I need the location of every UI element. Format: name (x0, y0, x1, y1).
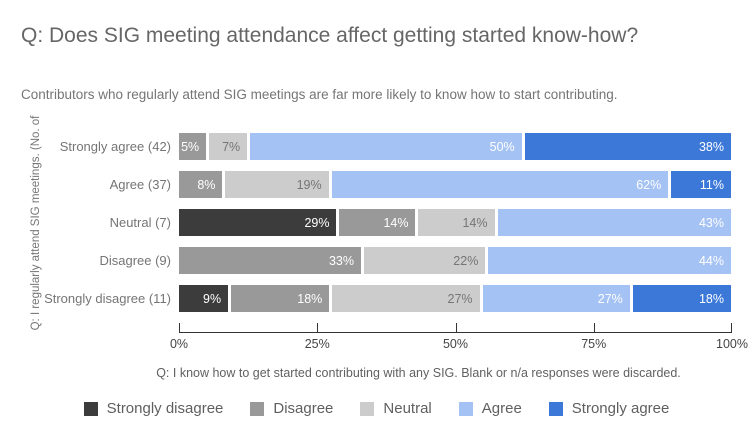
bar-row: Disagree (9) 33% 22% 44% (0, 247, 753, 274)
legend-label: Disagree (273, 400, 334, 417)
bar-segment-neutral: 14% (418, 209, 495, 236)
bar-segment-agree: 44% (488, 247, 731, 274)
segment-value-label: 11% (699, 177, 724, 192)
x-axis-tick-label: 75% (581, 337, 607, 351)
bar-segment-neutral: 19% (225, 171, 329, 198)
bar-segment-neutral: 27% (332, 285, 480, 312)
row-label: Agree (37) (109, 177, 171, 192)
segment-value-label: 50% (489, 139, 515, 154)
bar-segment-agree: 62% (331, 171, 669, 198)
segment-value-label: 27% (597, 291, 623, 306)
bar-segment-agree: 27% (482, 285, 630, 312)
segment-value-label: 38% (698, 139, 725, 154)
segment-value-label: 8% (197, 177, 216, 192)
segment-value-label: 62% (636, 177, 662, 192)
x-axis-line (179, 323, 732, 333)
bar-segments: 5% 7% 50% 38% (179, 133, 732, 160)
segment-value-label: 19% (296, 177, 322, 192)
segment-value-label: 29% (304, 215, 330, 230)
x-axis-tick-mark (317, 323, 319, 332)
segment-value-label: 14% (462, 215, 488, 230)
legend-item-strongly-agree: Strongly agree (548, 400, 670, 417)
bar-row: Strongly agree (42) 5% 7% 50% 38% (0, 133, 753, 160)
segment-value-label: 22% (453, 253, 479, 268)
bar-segment-disagree: 33% (179, 247, 361, 274)
bar-segment-strongly-agree: 11% (671, 171, 731, 198)
bar-segments: 33% 22% 44% (179, 247, 731, 274)
bar-segment-disagree: 8% (179, 171, 223, 198)
row-label: Strongly disagree (11) (44, 291, 171, 306)
legend-swatch-icon (458, 401, 473, 416)
legend-swatch-icon (360, 401, 375, 416)
segment-value-label: 9% (203, 291, 222, 306)
legend-swatch-icon (83, 401, 98, 416)
legend-item-disagree: Disagree (250, 400, 333, 417)
legend-item-strongly-disagree: Strongly disagree (83, 400, 224, 417)
bar-segments: 29% 14% 14% 43% (179, 209, 731, 236)
bar-row: Agree (37) 8% 19% 62% 11% (0, 171, 753, 198)
legend-label: Strongly agree (571, 400, 670, 417)
bar-segments: 9% 18% 27% 27% 18% (179, 285, 731, 312)
chart-footnote: Q: I know how to get started contributin… (156, 366, 681, 380)
legend-swatch-icon (548, 401, 563, 416)
row-label: Neutral (7) (109, 215, 171, 230)
bar-rows: Strongly agree (42) 5% 7% 50% 38% Agree (37) 8… (0, 133, 753, 312)
x-axis-tick-label: 100% (716, 337, 748, 351)
bar-segment-strongly-agree: 38% (524, 133, 732, 160)
bar-row: Strongly disagree (11) 9% 18% 27% 27% 18% (0, 285, 753, 312)
bar-segment-agree: 50% (250, 133, 522, 160)
bar-segment-strongly-agree: 18% (632, 285, 731, 312)
bar-segment-disagree: 18% (231, 285, 330, 312)
bar-segment-neutral: 7% (209, 133, 248, 160)
x-axis-tick-labels: 0% 25% 50% 75% 100% (170, 333, 748, 351)
bar-segment-disagree: 14% (339, 209, 416, 236)
chart-subtitle: Contributors who regularly attend SIG me… (21, 87, 618, 102)
x-axis-tick-mark (179, 323, 180, 332)
bar-segments: 8% 19% 62% 11% (179, 171, 731, 198)
legend-item-neutral: Neutral (360, 400, 432, 417)
legend-label: Agree (481, 400, 522, 417)
segment-value-label: 7% (222, 139, 241, 154)
bar-segment-agree: 43% (497, 209, 731, 236)
bar-segment-strongly-disagree: 29% (179, 209, 337, 236)
segment-value-label: 43% (698, 215, 724, 230)
segment-value-label: 5% (181, 139, 200, 154)
segment-value-label: 33% (328, 253, 354, 268)
segment-value-label: 27% (447, 291, 473, 306)
bar-segment-strongly-disagree: 9% (179, 285, 229, 312)
legend: Strongly disagree Disagree Neutral Agree Str… (0, 400, 753, 417)
segment-value-label: 44% (698, 253, 724, 268)
segment-value-label: 18% (297, 291, 323, 306)
x-axis-tick-label: 25% (304, 337, 330, 351)
x-axis-tick-label: 0% (169, 337, 189, 351)
legend-label: Neutral (383, 400, 432, 417)
stacked-bar-chart: Strongly agree (42) 5% 7% 50% 38% Agree (37) 8… (0, 133, 753, 351)
x-axis-tick-mark (593, 323, 595, 332)
legend-swatch-icon (250, 401, 265, 416)
bar-row: Neutral (7) 29% 14% 14% 43% (0, 209, 753, 236)
legend-item-agree: Agree (458, 400, 522, 417)
chart-title: Q: Does SIG meeting attendance affect ge… (21, 24, 639, 47)
x-axis-tick-label: 50% (442, 337, 469, 351)
segment-value-label: 18% (698, 291, 724, 306)
segment-value-label: 14% (383, 215, 409, 230)
bar-segment-disagree: 5% (179, 133, 207, 160)
x-axis-tick-mark (731, 323, 732, 332)
x-axis-tick-mark (455, 323, 457, 332)
bar-segment-neutral: 22% (364, 247, 486, 274)
legend-label: Strongly disagree (106, 400, 224, 417)
row-label: Disagree (9) (99, 253, 171, 268)
row-label: Strongly agree (42) (59, 139, 171, 154)
